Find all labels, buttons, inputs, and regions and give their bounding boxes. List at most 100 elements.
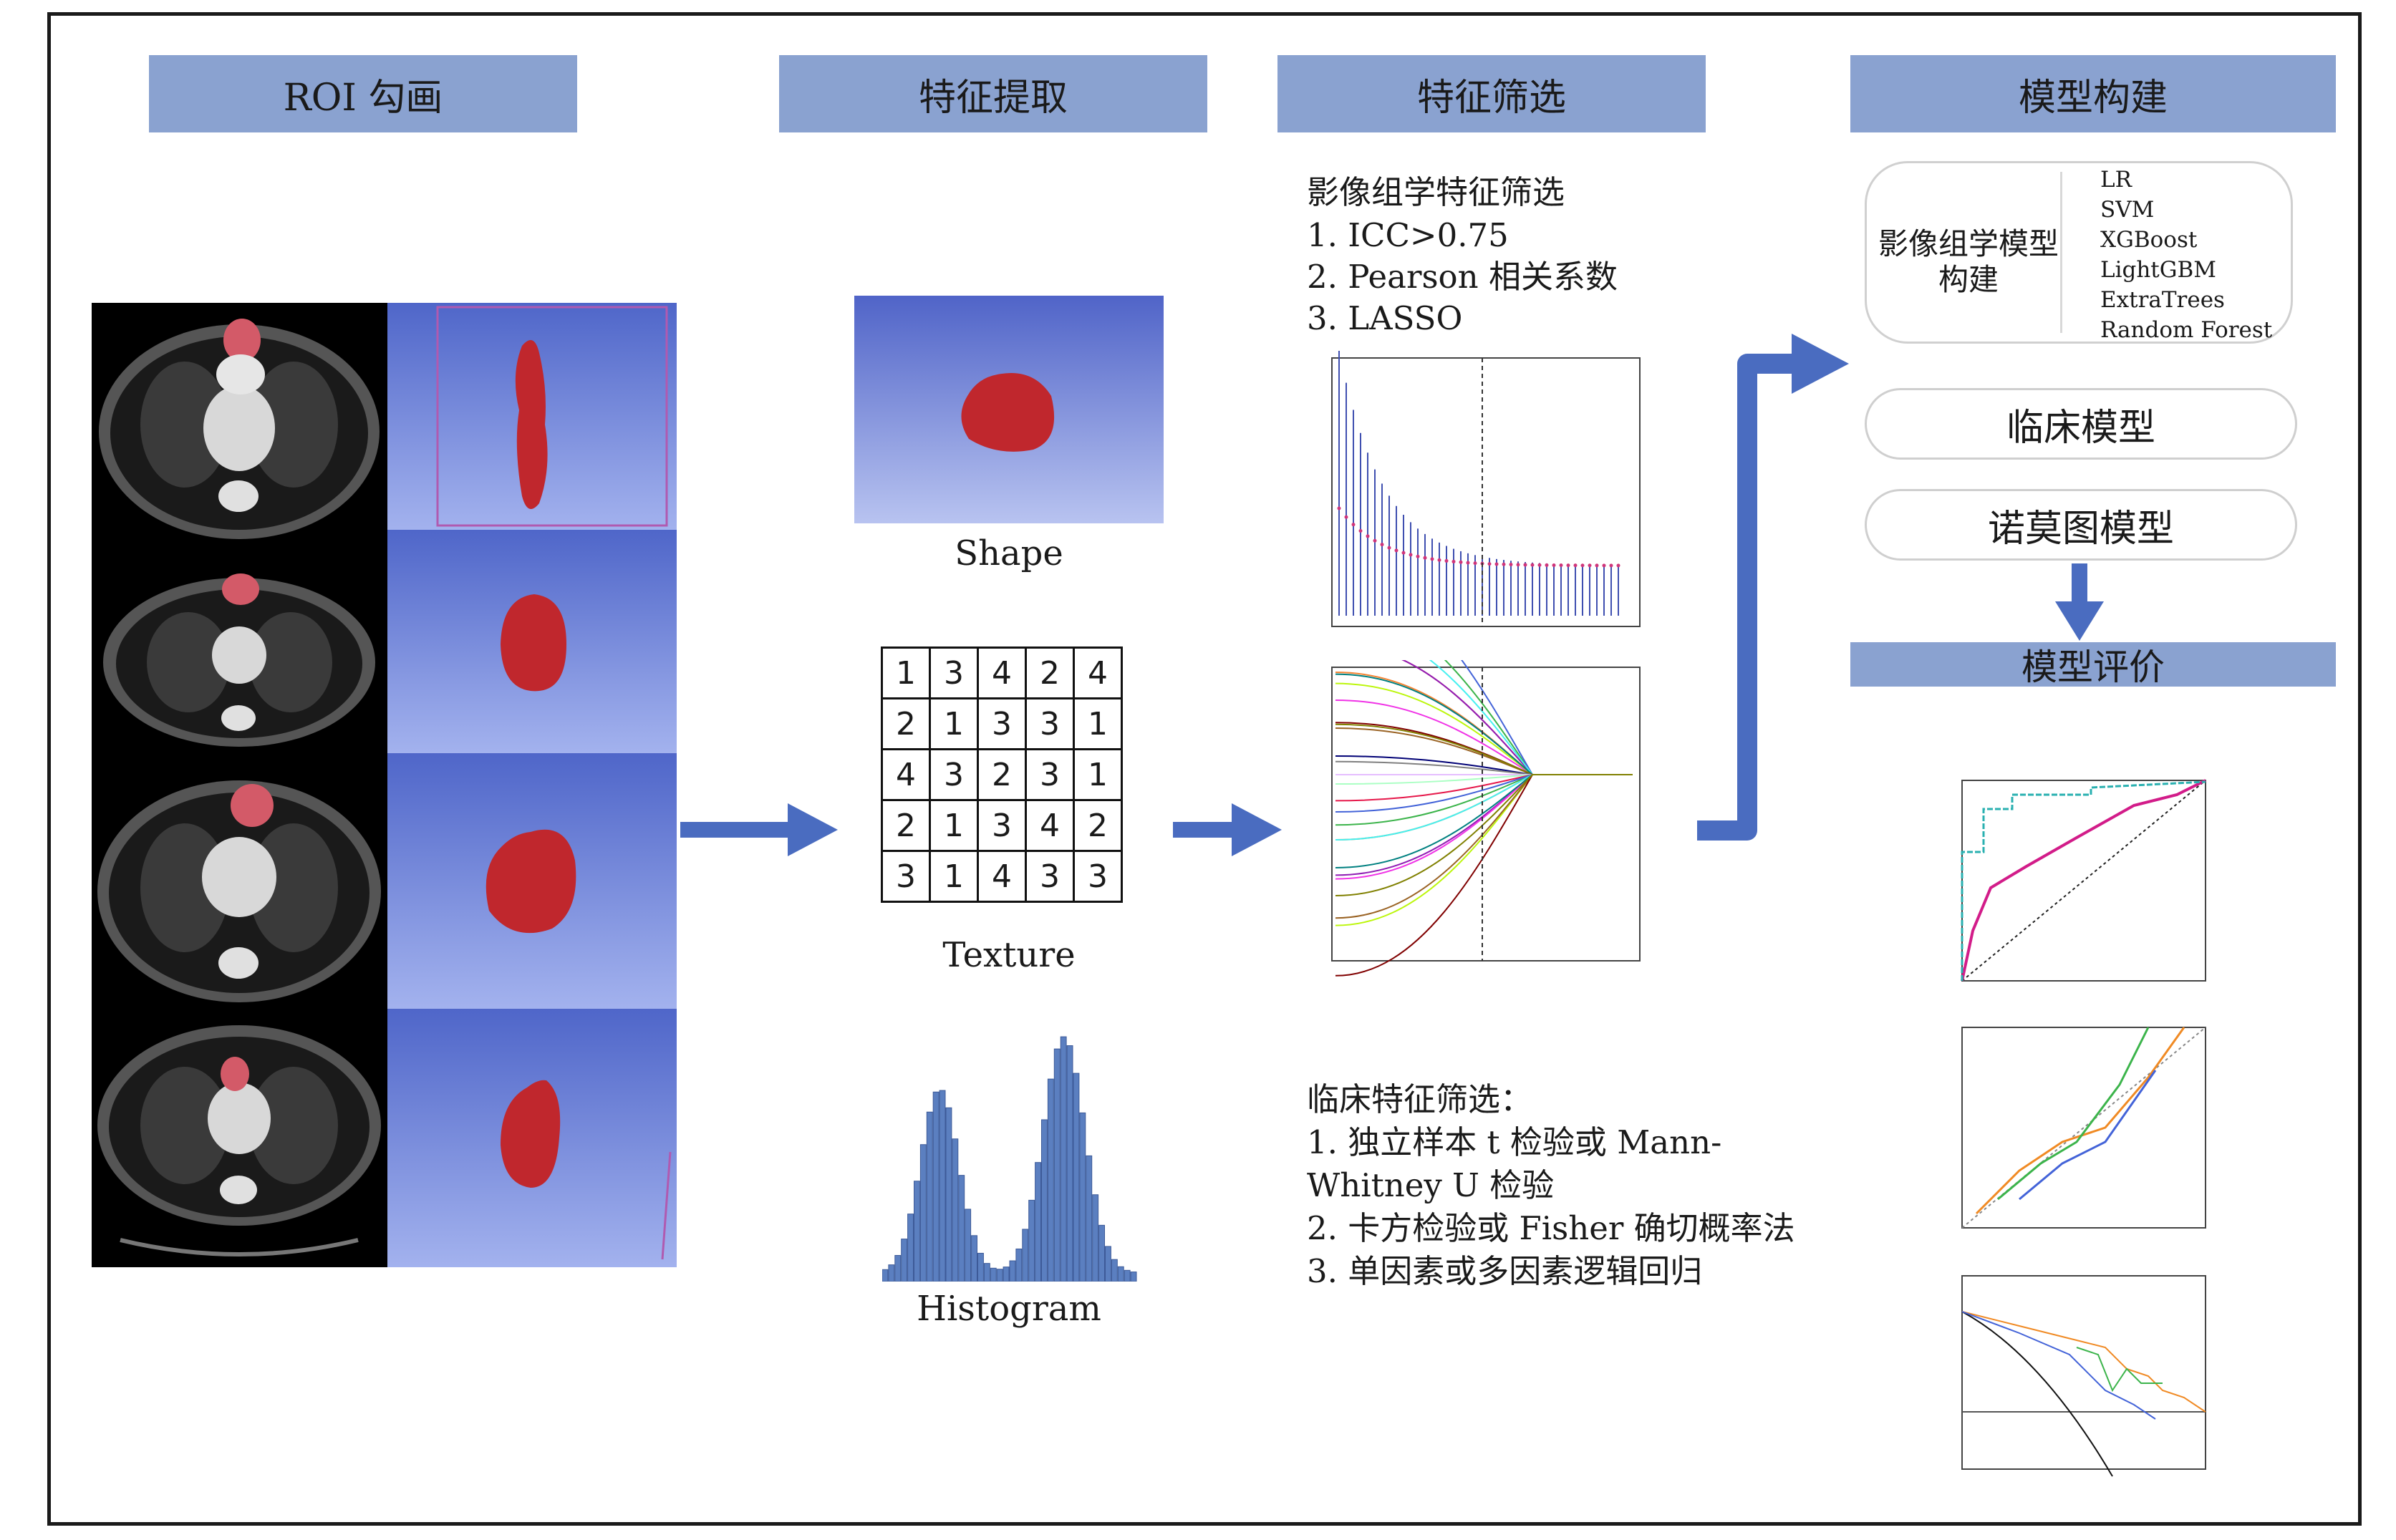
calibration-curve bbox=[2019, 1070, 2157, 1201]
texture-cell: 4 bbox=[977, 646, 1027, 699]
algorithm-item: ExtraTrees bbox=[2100, 287, 2225, 313]
lasso-cv-point bbox=[1423, 556, 1427, 560]
lasso-cv-point bbox=[1373, 538, 1377, 543]
lasso-cv-point bbox=[1509, 563, 1513, 567]
render-1 bbox=[387, 303, 677, 530]
radiomics-model-label: 影像组学模型 构建 bbox=[1875, 226, 2062, 298]
roc-plot bbox=[1933, 766, 2220, 995]
lasso-cv-point bbox=[1552, 563, 1556, 567]
lasso-cv-point bbox=[1530, 563, 1535, 567]
lasso-path-line bbox=[1335, 774, 1633, 813]
lasso-cv-point bbox=[1444, 558, 1449, 563]
texture-cell: 3 bbox=[977, 799, 1027, 852]
texture-cell: 1 bbox=[1073, 697, 1123, 750]
lasso-path-line bbox=[1335, 774, 1633, 868]
arrow-selection-to-model bbox=[1697, 354, 1797, 841]
arrow-selection-to-model-head bbox=[1792, 334, 1849, 394]
clinical-line-2: 1. 独立样本 t 检验或 Mann- bbox=[1307, 1123, 1722, 1161]
lasso-cv-point bbox=[1516, 563, 1520, 567]
radiomics-line-3: 2. Pearson 相关系数 bbox=[1307, 258, 1618, 296]
lasso-path-line bbox=[1335, 760, 1633, 775]
lasso-path-line bbox=[1335, 774, 1633, 880]
clinical-model-box: 临床模型 bbox=[1865, 388, 2297, 460]
radiomics-line-2: 1. ICC>0.75 bbox=[1307, 216, 1509, 254]
texture-cell: 1 bbox=[929, 850, 979, 903]
algorithm-item: Random Forest bbox=[2100, 317, 2273, 343]
roc-diagonal bbox=[1961, 780, 2206, 982]
ct-slice-1 bbox=[92, 303, 387, 555]
lasso-cv-point bbox=[1351, 523, 1356, 527]
lasso-cv-point bbox=[1616, 563, 1620, 568]
lasso-cv-point bbox=[1409, 553, 1413, 557]
radiomics-model-box: 影像组学模型 构建 LR SVM XGBoost LightGBM ExtraT… bbox=[1865, 161, 2293, 344]
lasso-cv-point bbox=[1459, 560, 1463, 564]
lasso-cv-point bbox=[1595, 563, 1599, 568]
texture-cell: 3 bbox=[977, 697, 1027, 750]
lasso-path-line bbox=[1335, 774, 1633, 977]
lasso-cv-point bbox=[1502, 562, 1506, 566]
ct-slice-2 bbox=[92, 555, 387, 755]
lasso-cv-point bbox=[1588, 563, 1592, 568]
texture-cell: 2 bbox=[1073, 799, 1123, 852]
lasso-path-line bbox=[1335, 774, 1633, 802]
lasso-cv-axes bbox=[1331, 357, 1641, 627]
lasso-cv-point bbox=[1337, 506, 1341, 510]
lasso-cv-point bbox=[1537, 563, 1542, 567]
radiomics-line-1: 影像组学特征筛选 bbox=[1307, 173, 1565, 211]
dca-curve bbox=[1961, 1311, 2156, 1420]
header-roi: ROI 勾画 bbox=[149, 55, 577, 132]
lasso-cv-point bbox=[1494, 562, 1499, 566]
lasso-cv-point bbox=[1387, 546, 1391, 550]
algorithm-item: XGBoost bbox=[2100, 227, 2198, 253]
lasso-cv-point bbox=[1366, 534, 1370, 538]
roc-curve bbox=[1961, 780, 2206, 981]
figure-frame bbox=[47, 12, 2362, 1526]
dca-axes bbox=[1961, 1275, 2206, 1470]
dca-curve bbox=[2076, 1347, 2163, 1393]
lasso-cv-point bbox=[1437, 558, 1441, 562]
texture-cell: 2 bbox=[881, 799, 931, 852]
lasso-path-line bbox=[1335, 673, 1633, 775]
lasso-cv-point bbox=[1394, 548, 1399, 553]
clinical-line-4: 2. 卡方检验或 Fisher 确切概率法 bbox=[1307, 1209, 1795, 1247]
texture-cell: 2 bbox=[1025, 646, 1075, 699]
texture-cell: 1 bbox=[881, 646, 931, 699]
texture-cell: 3 bbox=[1025, 697, 1075, 750]
lasso-cv-plot bbox=[1289, 351, 1647, 652]
texture-cell: 4 bbox=[1073, 646, 1123, 699]
render-4 bbox=[387, 1009, 677, 1267]
clinical-line-1: 临床特征筛选： bbox=[1307, 1080, 1533, 1118]
lasso-path-line bbox=[1335, 774, 1633, 896]
lasso-cv-point bbox=[1566, 563, 1570, 568]
lasso-cv-point bbox=[1344, 515, 1348, 519]
header-feature-extraction: 特征提取 bbox=[779, 55, 1207, 132]
clinical-line-5: 3. 单因素或多因素逻辑回归 bbox=[1307, 1252, 1703, 1290]
histogram-label: Histogram bbox=[917, 1289, 1101, 1329]
ct-slice-3 bbox=[92, 755, 387, 1011]
arrow-roi-to-extraction bbox=[680, 803, 838, 856]
lasso-path-line bbox=[1335, 774, 1633, 919]
radiomics-model-label-line1: 影像组学模型 bbox=[1878, 226, 2059, 261]
lasso-cv-point bbox=[1358, 528, 1363, 533]
texture-cell: 4 bbox=[881, 748, 931, 801]
lasso-cv-point bbox=[1487, 562, 1492, 566]
lasso-cv-point bbox=[1580, 563, 1585, 568]
calibration-plot bbox=[1933, 1020, 2220, 1249]
texture-label: Texture bbox=[942, 935, 1076, 975]
shape-render bbox=[854, 296, 1164, 523]
lasso-path-plot bbox=[1289, 573, 1647, 989]
lasso-path-line bbox=[1335, 774, 1633, 785]
lasso-cv-point bbox=[1451, 559, 1456, 563]
texture-cell: 2 bbox=[881, 697, 931, 750]
lasso-cv-point bbox=[1473, 561, 1477, 566]
algorithm-list: LR SVM XGBoost LightGBM ExtraTrees Rando… bbox=[2100, 165, 2272, 345]
lasso-cv-point bbox=[1609, 563, 1613, 568]
arrow-model-to-eval bbox=[2055, 563, 2104, 641]
header-model-building: 模型构建 bbox=[1850, 55, 2336, 132]
